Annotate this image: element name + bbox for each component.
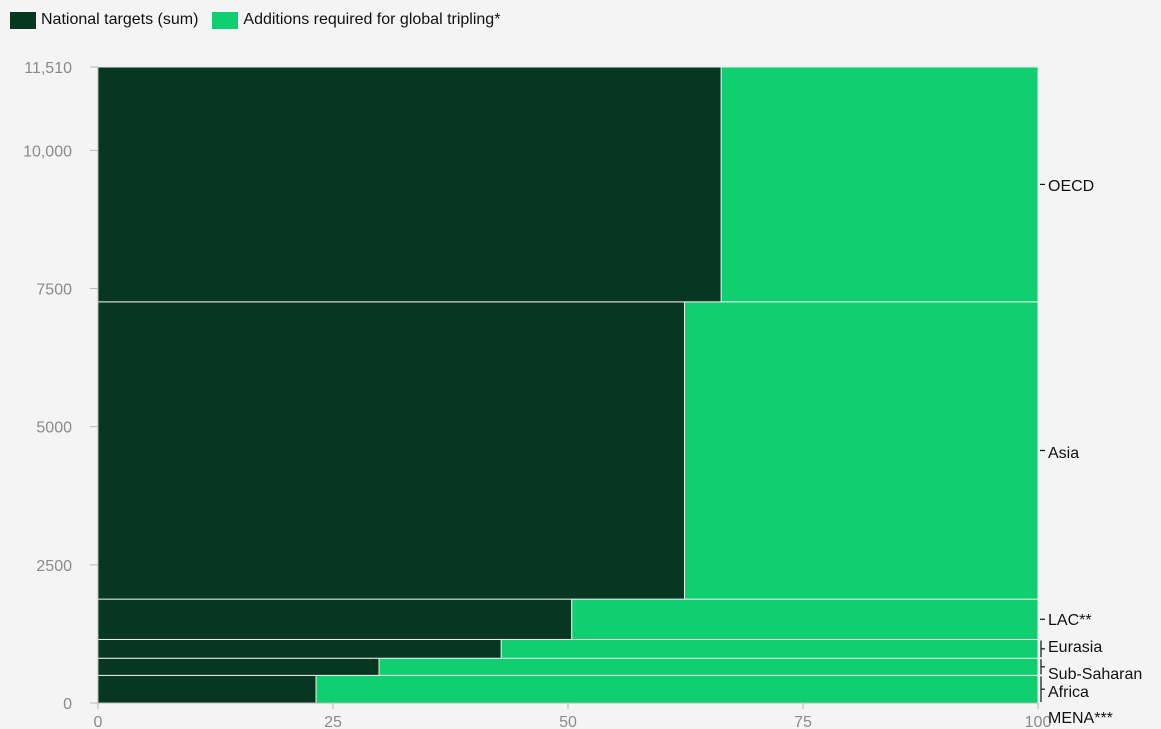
bar-additions-4 xyxy=(684,301,1039,600)
legend-swatch-additions xyxy=(212,11,239,29)
region-label-line: Sub-Saharan xyxy=(1048,666,1142,683)
y-tick-label: 5000 xyxy=(36,420,72,437)
bar-national-4 xyxy=(97,301,686,600)
bar-national-5 xyxy=(97,66,722,303)
x-tick-label: 25 xyxy=(324,714,342,729)
region-label-1: Sub-Saharan Africa xyxy=(1048,666,1142,701)
y-tick-label: 2500 xyxy=(36,558,72,575)
legend-item-national: National targets (sum) xyxy=(10,11,198,29)
bar-additions-2 xyxy=(500,638,1039,659)
bar-national-1 xyxy=(97,657,380,676)
region-label-line: Africa xyxy=(1048,684,1089,701)
legend-swatch-national xyxy=(10,11,36,29)
x-tick-label: 75 xyxy=(794,714,812,729)
region-label-3: LAC** xyxy=(1048,612,1092,629)
bar-national-0 xyxy=(97,674,317,704)
region-label-4: Asia xyxy=(1048,445,1079,462)
region-label-line: LAC** xyxy=(1048,612,1092,629)
bar-national-2 xyxy=(97,638,502,659)
x-tick-label: 100 xyxy=(1025,714,1052,729)
bar-national-3 xyxy=(97,598,573,640)
legend-item-additions: Additions required for global tripling* xyxy=(212,11,500,29)
bar-additions-3 xyxy=(571,598,1039,640)
region-label-2: Eurasia xyxy=(1048,639,1102,656)
chart-legend: National targets (sum) Additions require… xyxy=(10,11,500,29)
region-label-0: MENA*** xyxy=(1048,710,1113,727)
y-tick-label: 0 xyxy=(63,696,72,713)
bar-additions-5 xyxy=(720,66,1039,303)
y-tick-label: 7500 xyxy=(36,282,72,299)
x-tick-label: 0 xyxy=(94,714,103,729)
region-label-line: Asia xyxy=(1048,445,1079,462)
legend-label-national: National targets (sum) xyxy=(41,11,199,28)
region-label-line: Eurasia xyxy=(1048,639,1102,656)
bar-additions-1 xyxy=(378,657,1039,676)
region-label-line: MENA*** xyxy=(1048,710,1113,727)
region-label-5: OECD xyxy=(1048,178,1094,195)
bar-additions-0 xyxy=(315,674,1039,704)
region-label-line: OECD xyxy=(1048,178,1094,195)
y-tick-label: 11,510 xyxy=(24,60,72,77)
x-tick-label: 50 xyxy=(559,714,577,729)
y-tick-label: 10,000 xyxy=(23,143,72,160)
legend-label-additions: Additions required for global tripling* xyxy=(243,11,501,28)
